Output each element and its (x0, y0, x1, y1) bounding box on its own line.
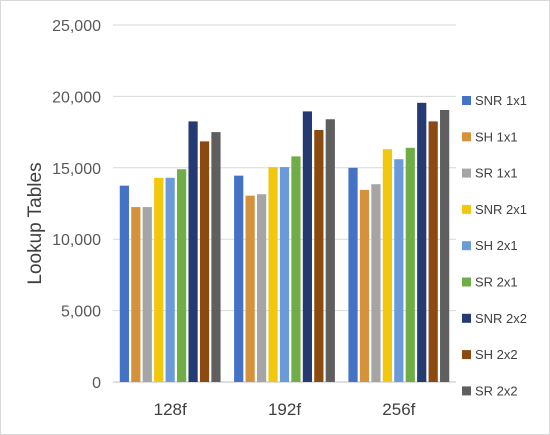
legend-label: SNR 1x1 (475, 93, 527, 108)
legend-swatch (462, 96, 471, 105)
bar-snr-2x2-256f (417, 102, 427, 382)
y-axis-tick-labels: 0 5,000 10,000 15,000 20,000 25,000 (52, 18, 101, 392)
legend-label: SNR 2x1 (475, 202, 527, 217)
y-tick-label: 5,000 (61, 304, 101, 321)
x-axis-category-labels: 128f 192f 256f (154, 400, 416, 419)
x-category-label: 128f (154, 400, 187, 419)
y-tick-label: 20,000 (52, 89, 101, 106)
bar-sh-2x2-256f (428, 121, 438, 382)
legend-swatch (462, 386, 471, 396)
bar-sr-2x1-128f (177, 169, 187, 382)
legend-swatch (462, 313, 471, 323)
legend-label: SH 2x2 (475, 347, 518, 362)
y-tick-label: 0 (92, 375, 101, 392)
bar-snr-2x1-128f (154, 177, 164, 382)
y-tick-label: 15,000 (52, 161, 101, 178)
bar-snr-2x1-256f (382, 149, 392, 382)
bar-sr-2x2-128f (211, 132, 221, 382)
bar-snr-2x2-128f (188, 121, 198, 382)
bar-sh-1x1-128f (131, 207, 141, 382)
bar-sh-2x1-192f (279, 167, 290, 382)
legend-swatch (462, 204, 471, 214)
legend: SNR 1x1 SH 1x1 SR 1x1 SNR 2x1 SH 2x1 SR 2x1 SN… (462, 93, 527, 398)
x-category-label: 192f (268, 400, 301, 419)
bar-sh-1x1-256f (359, 189, 370, 382)
bar-sh-1x1-192f (245, 195, 255, 382)
bar-sr-2x2-192f (325, 119, 335, 382)
legend-swatch (462, 132, 471, 142)
bars (119, 102, 450, 382)
bar-sr-2x1-192f (291, 156, 301, 382)
legend-swatch (462, 241, 471, 251)
legend-label: SR 1x1 (475, 166, 518, 181)
bar-sr-2x2-256f (440, 109, 450, 382)
legend-label: SR 2x1 (475, 275, 518, 290)
bar-sr-1x1-192f (257, 194, 267, 382)
bar-sh-2x1-256f (394, 159, 404, 382)
y-axis-title: Lookup Tables (25, 162, 46, 284)
legend-label: SNR 2x2 (475, 311, 527, 326)
bar-sh-2x2-192f (314, 129, 324, 382)
legend-label: SR 2x2 (475, 383, 518, 398)
legend-label: SH 1x1 (475, 129, 518, 144)
x-category-label: 256f (382, 400, 415, 419)
legend-label: SH 2x1 (475, 238, 518, 253)
bar-snr-2x2-192f (302, 111, 312, 382)
legend-swatch (462, 168, 471, 178)
bar-snr-2x1-192f (268, 167, 278, 382)
bar-sr-1x1-256f (371, 184, 381, 382)
bar-snr-1x1-192f (234, 175, 244, 382)
bar-sr-1x1-128f (142, 207, 152, 382)
legend-swatch (462, 277, 471, 287)
bar-sh-2x2-128f (199, 141, 210, 382)
y-tick-label: 25,000 (52, 18, 101, 35)
bar-snr-1x1-128f (119, 185, 129, 382)
legend-swatch (462, 350, 471, 360)
bar-snr-1x1-256f (348, 167, 358, 382)
y-tick-label: 10,000 (52, 232, 101, 249)
bar-sr-2x1-256f (405, 147, 415, 382)
bar-sh-2x1-128f (165, 177, 175, 382)
